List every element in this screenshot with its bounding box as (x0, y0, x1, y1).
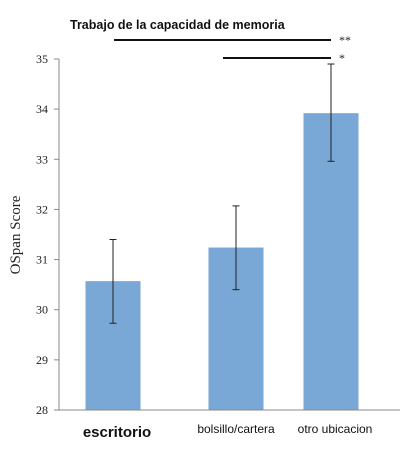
significance-label: * (339, 51, 345, 65)
y-tick-label: 28 (36, 403, 48, 417)
significance-label: ** (339, 33, 351, 47)
x-category-label: otro ubicacion (298, 422, 373, 436)
y-tick-label: 31 (36, 253, 48, 267)
bar (303, 113, 359, 410)
y-tick-label: 32 (36, 202, 48, 216)
significance-brackets: *** (114, 33, 351, 65)
y-tick-label: 34 (36, 102, 48, 116)
y-tick-label: 29 (36, 353, 48, 367)
y-tick-label: 30 (36, 303, 48, 317)
error-bars (109, 63, 335, 324)
bars (85, 113, 359, 410)
y-tick-label: 33 (36, 152, 48, 166)
y-axis-label: OSpan Score (8, 195, 24, 274)
x-category-label: escritorio (83, 424, 151, 441)
y-axis: 28 29 30 31 32 33 34 35 (36, 52, 60, 417)
x-category-label: bolsillo/cartera (197, 422, 275, 436)
y-tick-label: 35 (36, 52, 48, 66)
chart-title: Trabajo de la capacidad de memoria (70, 18, 286, 32)
x-axis: escritorio bolsillo/cartera otro ubicacion (59, 409, 400, 441)
